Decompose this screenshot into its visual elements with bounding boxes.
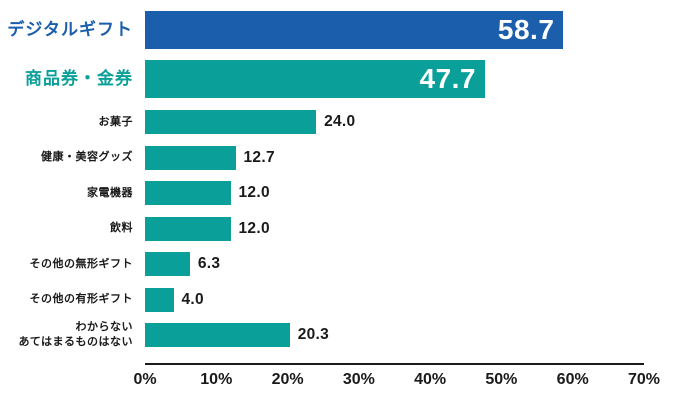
value-label: 20.3 xyxy=(297,326,330,343)
bar-track: 20.3 xyxy=(145,323,700,347)
value-label: 6.3 xyxy=(197,255,221,272)
category-label: 商品券・金券 xyxy=(25,68,133,88)
value-label: 12.7 xyxy=(243,148,275,166)
bar-rows: デジタルギフト 58.7 商品券・金券 47.7 お菓子 24.0 健康・美容グッズ 12.7… xyxy=(0,11,700,348)
bar-track: 12.0 xyxy=(145,181,700,205)
bar xyxy=(145,216,231,241)
bar: 58.7 xyxy=(145,11,564,49)
category-label: 飲料 xyxy=(110,222,133,235)
x-tick-label: 0% xyxy=(133,371,157,388)
category-label: デジタルギフト xyxy=(7,19,133,39)
bar-track: 12.0 xyxy=(145,216,700,241)
x-tick-label: 20% xyxy=(271,371,304,388)
x-tick-label: 60% xyxy=(556,371,589,388)
bar-track: 24.0 xyxy=(145,110,700,134)
category-label: その他の無形ギフト xyxy=(29,257,133,270)
x-tick-label: 10% xyxy=(200,371,233,388)
bar: 47.7 xyxy=(145,60,485,98)
category-label: お菓子 xyxy=(98,115,133,128)
x-tick-label: 50% xyxy=(485,371,518,388)
category-label: わからない あてはまるものはない xyxy=(18,321,133,348)
chart-row: デジタルギフト 58.7 xyxy=(0,11,700,49)
chart-row: お菓子 24.0 xyxy=(0,110,700,134)
value-label: 24.0 xyxy=(324,113,356,130)
x-tick-label: 30% xyxy=(342,371,375,388)
chart-row: 家電機器 12.0 xyxy=(0,181,700,205)
value-label: 47.7 xyxy=(419,63,476,94)
bar xyxy=(145,252,190,276)
value-label: 4.0 xyxy=(181,290,204,308)
bar-track: 12.7 xyxy=(145,145,700,170)
category-label: 健康・美容グッズ xyxy=(41,151,133,164)
bar-track: 4.0 xyxy=(145,287,700,312)
chart-row: その他の有形ギフト 4.0 xyxy=(0,287,700,312)
x-tick-label: 70% xyxy=(627,371,661,388)
chart-row: その他の無形ギフト 6.3 xyxy=(0,252,700,276)
bar-track: 6.3 xyxy=(145,252,700,276)
chart-row: わからない あてはまるものはない 20.3 xyxy=(0,321,700,348)
bar-track: 47.7 xyxy=(145,60,700,98)
value-label: 12.0 xyxy=(238,219,270,237)
x-tick-label: 40% xyxy=(414,371,447,388)
value-label: 12.0 xyxy=(238,184,270,201)
bar xyxy=(145,145,236,170)
bar xyxy=(145,287,174,312)
x-axis-line: 0% 10% 20% 30% 40% 50% 60% 70% xyxy=(133,363,660,388)
bar xyxy=(145,110,317,134)
value-label: 58.7 xyxy=(497,14,555,45)
chart-row: 商品券・金券 47.7 xyxy=(0,60,700,98)
chart-row: 健康・美容グッズ 12.7 xyxy=(0,145,700,170)
bar xyxy=(145,323,290,347)
category-label: 家電機器 xyxy=(87,186,133,199)
bar-track: 58.7 xyxy=(145,11,700,49)
category-label: その他の有形ギフト xyxy=(29,293,133,306)
bar xyxy=(145,181,231,205)
chart-row: 飲料 12.0 xyxy=(0,216,700,241)
